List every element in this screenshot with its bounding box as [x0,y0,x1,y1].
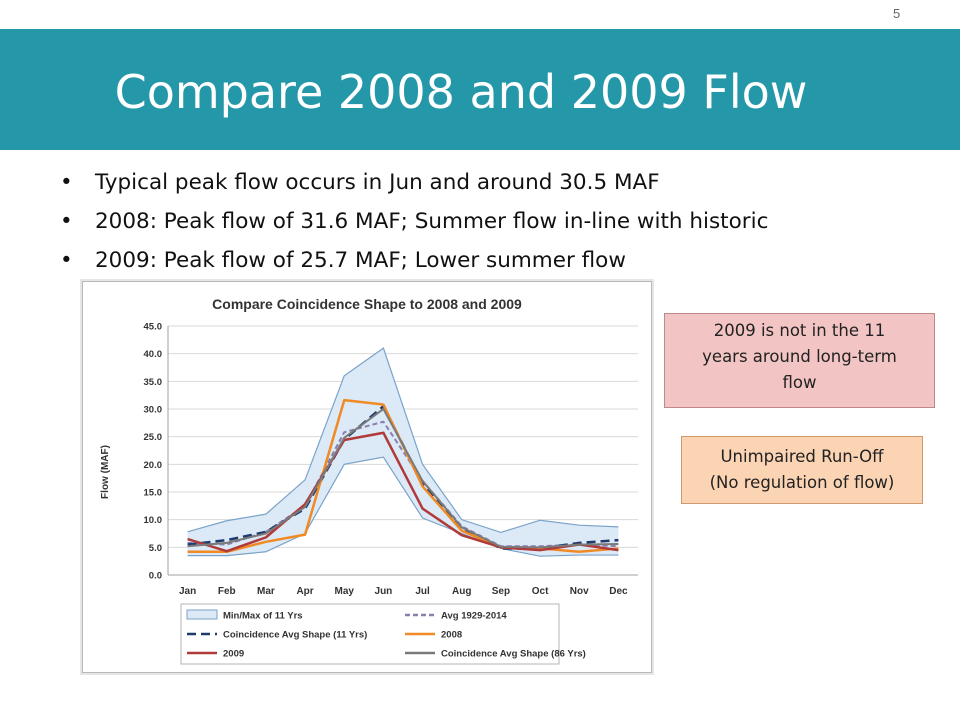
y-tick-label: 45.0 [144,322,163,333]
slide-title: Compare 2008 and 2009 Flow [114,65,808,119]
legend-label: Coincidence Avg Shape (11 Yrs) [223,630,367,641]
y-tick-label: 0.0 [149,571,162,582]
x-tick-label: Dec [609,586,628,597]
y-tick-label: 35.0 [144,377,163,388]
y-tick-label: 20.0 [144,460,163,471]
x-tick-label: Oct [532,586,549,597]
legend-label: Min/Max of 11 Yrs [223,611,303,622]
band-min-line [187,456,619,557]
x-tick-label: May [335,586,355,597]
bullet-text: 2008: Peak flow of 31.6 MAF; Summer flow… [95,209,769,234]
band-max-line [187,347,619,534]
legend-label: Avg 1929-2014 [441,611,507,622]
chart-frame: Compare Coincidence Shape to 2008 and 20… [82,281,652,673]
chart-title: Compare Coincidence Shape to 2008 and 20… [212,296,522,312]
bullet-item: • 2009: Peak flow of 25.7 MAF; Lower sum… [60,241,940,280]
bullet-item: • Typical peak flow occurs in Jun and ar… [60,163,940,202]
y-tick-label: 15.0 [144,488,163,499]
bullet-text: 2009: Peak flow of 25.7 MAF; Lower summe… [95,248,626,273]
x-tick-label: Jun [375,586,393,597]
y-tick-label: 40.0 [144,349,163,360]
y-axis-label: Flow (MAF) [100,445,111,499]
x-tick-label: Nov [570,586,589,597]
bullet-text: Typical peak flow occurs in Jun and arou… [95,170,660,195]
series-line [187,408,619,549]
bullet-list: • Typical peak flow occurs in Jun and ar… [60,163,940,280]
x-tick-label: Feb [218,586,236,597]
legend-label: 2008 [441,630,462,641]
x-tick-label: Jul [415,586,430,597]
band-area [187,348,619,557]
callout-line: 2009 is not in the 11 [713,321,886,340]
y-tick-label: 30.0 [144,405,163,416]
legend-label: 2009 [223,649,244,660]
callout-line: flow [782,373,817,392]
title-bar: Compare 2008 and 2009 Flow [0,29,960,150]
bullet-icon: • [60,170,73,195]
y-tick-label: 10.0 [144,515,163,526]
flow-chart: Compare Coincidence Shape to 2008 and 20… [100,296,638,665]
x-tick-label: Sep [492,586,510,597]
y-tick-label: 5.0 [149,543,162,554]
bullet-icon: • [60,248,73,273]
callout-line: (No regulation of flow) [709,473,895,492]
series-line [187,431,619,553]
page-number: 5 [893,6,901,21]
legend-box [180,603,560,665]
callout-unimpaired-runoff: Unimpaired Run-Off (No regulation of flo… [681,436,923,504]
y-tick-label: 25.0 [144,432,163,443]
legend-swatch [186,609,218,620]
callout-not-in-11-years: 2009 is not in the 11 years around long-… [664,313,935,408]
x-tick-label: Jan [179,586,196,597]
bullet-item: • 2008: Peak flow of 31.6 MAF; Summer fl… [60,202,940,241]
x-tick-label: Apr [296,586,313,597]
bullet-icon: • [60,209,73,234]
x-tick-label: Aug [452,586,471,597]
x-tick-label: Mar [257,586,275,597]
callout-line: Unimpaired Run-Off [720,447,884,466]
legend-label: Coincidence Avg Shape (86 Yrs) [441,649,586,660]
callout-line: years around long-term [702,347,897,366]
